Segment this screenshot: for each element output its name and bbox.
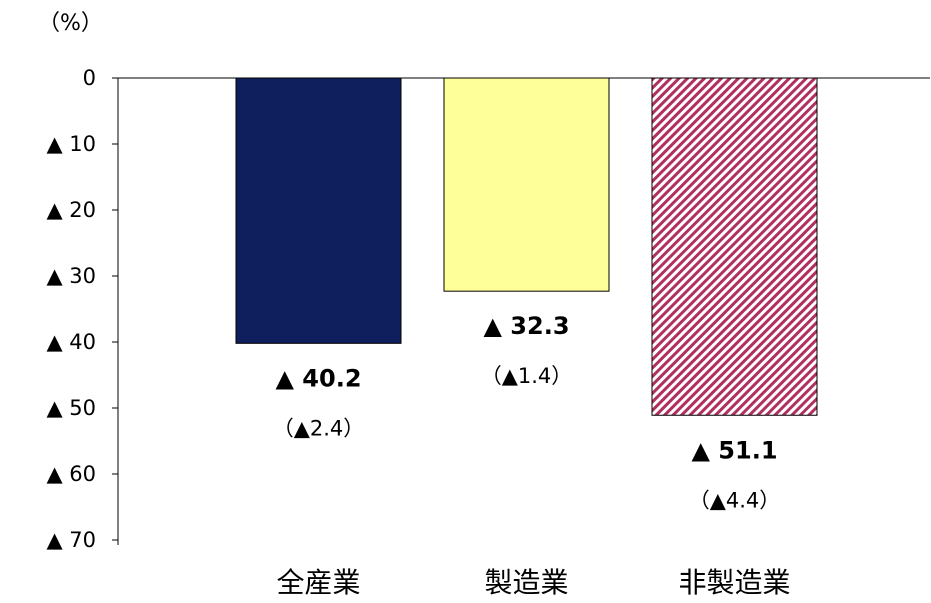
x-category-label: 全産業 xyxy=(276,566,360,599)
bar-value-label: ▲ 32.3 xyxy=(483,312,569,340)
bar-3 xyxy=(651,77,818,416)
y-tick-label: ▲ 10 xyxy=(46,132,96,156)
x-category-label: 製造業 xyxy=(484,566,568,599)
bar-change-label: （▲2.4） xyxy=(273,416,365,440)
bar-change-label: （▲4.4） xyxy=(689,488,781,512)
y-tick-label: ▲ 20 xyxy=(46,198,96,222)
y-tick-label: 0 xyxy=(83,66,96,90)
bar-value-label: ▲ 51.1 xyxy=(691,436,777,464)
x-category-label: 非製造業 xyxy=(678,566,790,599)
y-tick-label: ▲ 50 xyxy=(46,396,96,420)
bar-2 xyxy=(443,77,610,292)
y-tick-label: ▲ 60 xyxy=(46,462,96,486)
y-axis-unit-label: （%） xyxy=(38,11,103,36)
y-tick-label: ▲ 70 xyxy=(46,528,96,552)
y-tick-label: ▲ 30 xyxy=(46,264,96,288)
bar-value-label: ▲ 40.2 xyxy=(275,364,361,392)
y-tick-label: ▲ 40 xyxy=(46,330,96,354)
bar-change-label: （▲1.4） xyxy=(481,364,573,388)
bar-1 xyxy=(235,77,402,344)
